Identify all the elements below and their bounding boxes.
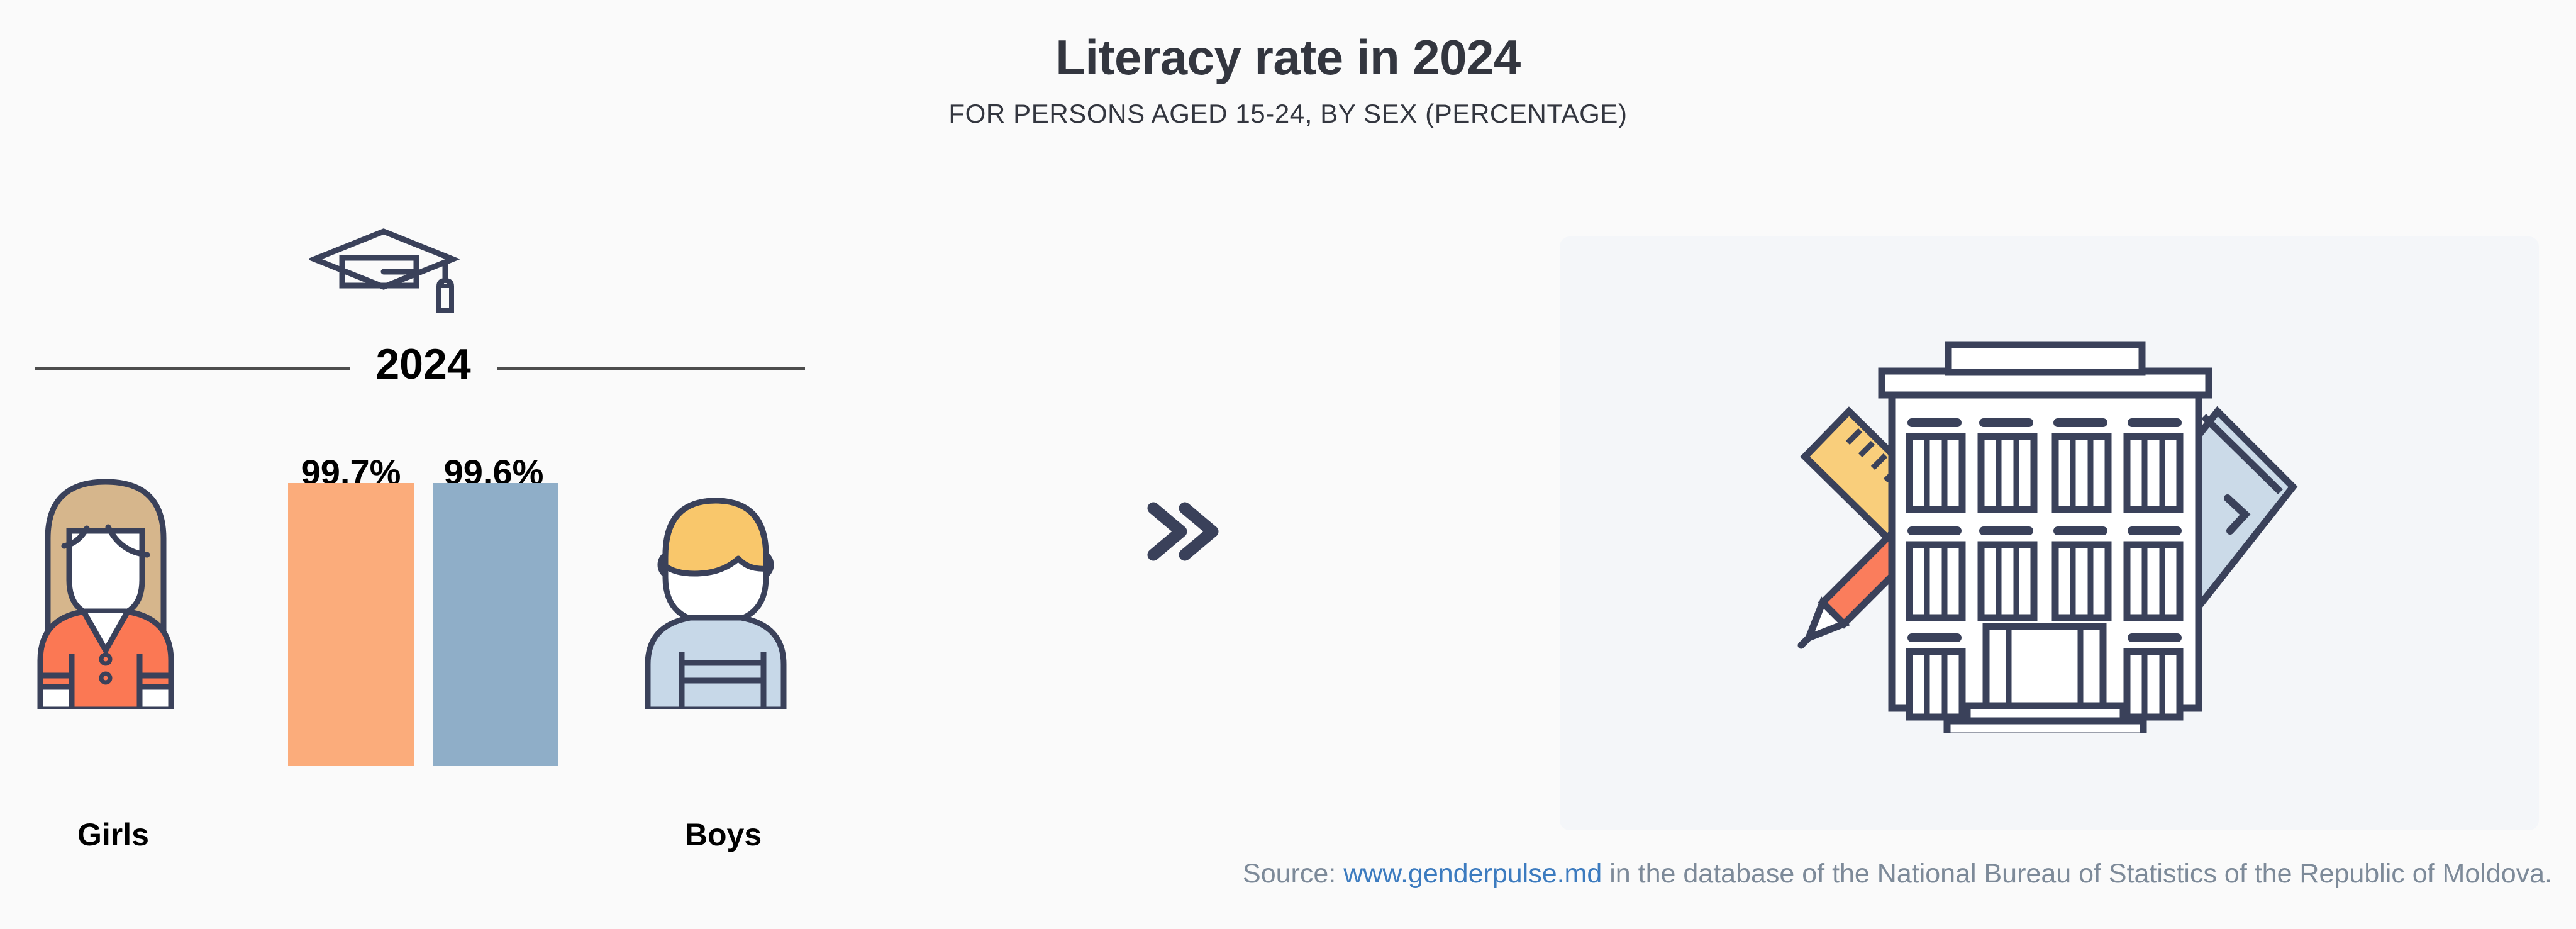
graduation-cap-icon (306, 226, 461, 330)
year-divider-row: 2024 (0, 340, 843, 396)
source-suffix: in the database of the National Bureau o… (1602, 859, 2552, 889)
divider-line-left (35, 367, 350, 370)
chart-panel: 2024 99.7% 99.6% (0, 208, 843, 868)
category-label-girls: Girls (77, 817, 149, 852)
school-building-icon (1786, 331, 2314, 740)
category-label-boys: Boys (684, 817, 762, 852)
bar-girls (288, 483, 414, 766)
girl-figure-icon (24, 470, 187, 713)
source-link[interactable]: www.genderpulse.md (1343, 859, 1602, 889)
boy-figure-icon (634, 484, 797, 713)
divider-line-right (497, 367, 805, 370)
page-subtitle: FOR PERSONS AGED 15-24, BY SEX (PERCENTA… (948, 99, 1628, 128)
year-label: 2024 (375, 340, 471, 388)
double-chevron-right-icon (1142, 497, 1224, 569)
page-title: Literacy rate in 2024 (1055, 30, 1521, 85)
source-prefix: Source: (1243, 859, 1344, 889)
source-note: Source: www.genderpulse.md in the databa… (0, 859, 2552, 889)
illustration-panel (1560, 236, 2539, 830)
bar-boys (433, 483, 558, 766)
